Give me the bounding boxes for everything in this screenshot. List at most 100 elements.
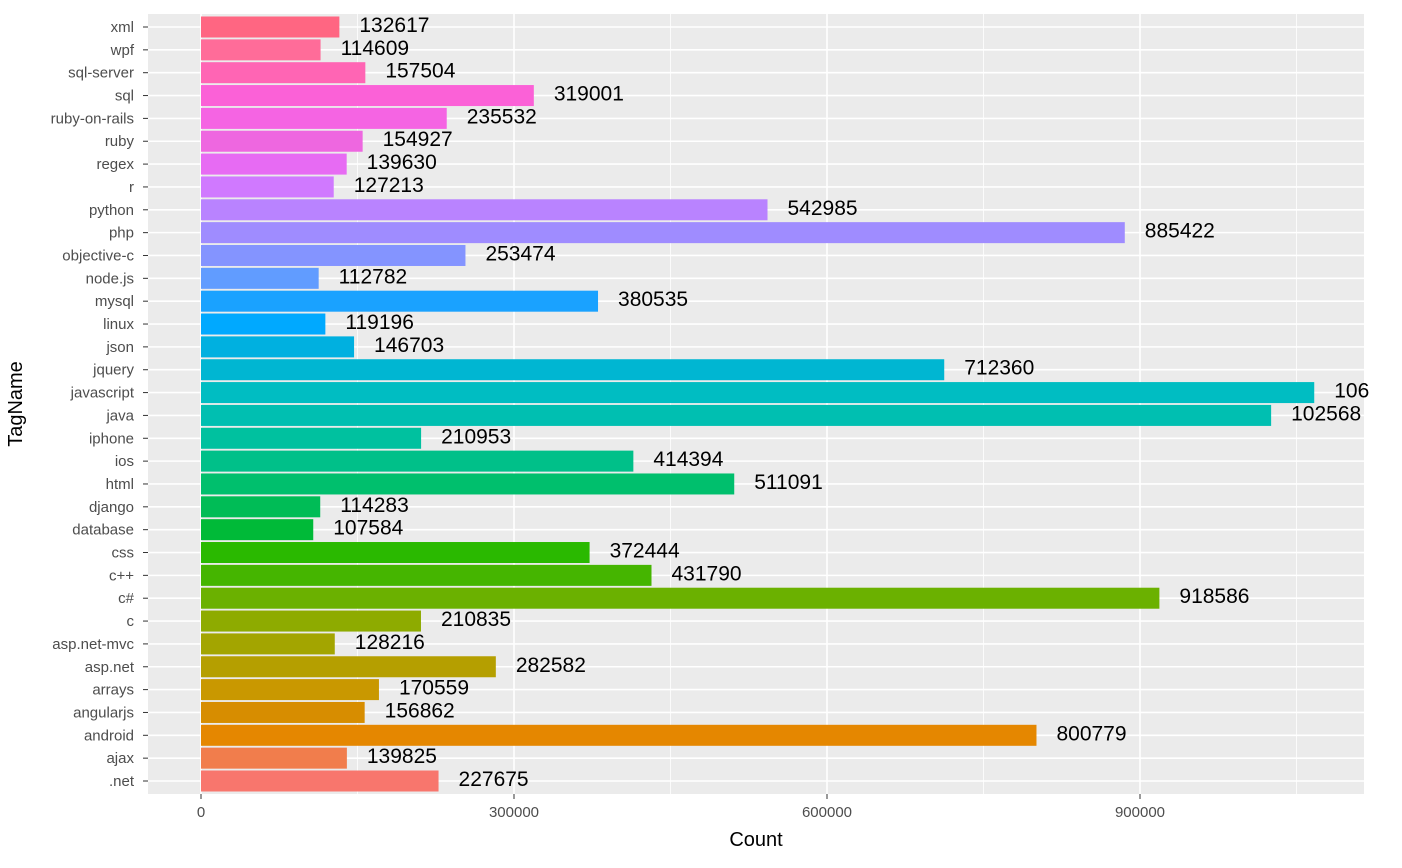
y-tick-label-json: json [105,339,134,356]
bar-mysql [201,290,599,312]
y-axis-ticks: .net ajax android angularjs arrays asp.net asp… [51,19,148,790]
bar-javascript [201,382,1315,404]
data-label-xml: 132617 [359,14,429,37]
bar-sql-server [201,62,366,84]
bar-django [201,496,321,518]
y-tick-label-sql: sql [115,88,134,105]
bar-ios [201,450,634,472]
bar-ruby-on-rails [201,107,447,129]
bar-xml [201,16,340,38]
y-tick-label-iphone: iphone [89,430,134,447]
data-label-android: 800779 [1056,722,1126,745]
data-label-arrays: 170559 [399,677,469,700]
y-tick-label-django: django [89,499,134,516]
y-tick-label-ajax: ajax [106,750,134,767]
y-tick-label-ruby: ruby [105,133,135,150]
data-label-asp.net: 282582 [516,654,586,677]
bar-iphone [201,427,422,449]
bar-c# [201,587,1160,609]
x-tick-label: 900000 [1115,804,1165,821]
data-label-regex: 139630 [367,151,437,174]
bar-json [201,336,355,358]
y-tick-label-ios: ios [115,453,134,470]
data-label-iphone: 210953 [441,425,511,448]
y-tick-label-python: python [89,202,134,219]
data-label-objective-c: 253474 [485,242,555,265]
data-label-ios: 414394 [653,448,723,471]
bar-html [201,473,735,495]
bar-node.js [201,267,319,289]
data-label-javascript: 106 [1334,380,1369,403]
data-label-r: 127213 [354,174,424,197]
data-label-database: 107584 [333,517,403,540]
data-label-python: 542985 [788,197,858,220]
y-axis-title: TagName [5,361,27,447]
x-axis-ticks: 0 300000 600000 900000 [197,794,1165,821]
y-tick-label-database: database [72,522,134,539]
bar-python [201,199,768,221]
data-label-sql-server: 157504 [385,60,455,83]
bar-java [201,404,1272,426]
bar-c++ [201,564,652,586]
y-tick-label-html: html [106,476,134,493]
data-label-jquery: 712360 [964,357,1034,380]
bar-regex [201,153,347,175]
data-label-html: 511091 [754,471,823,494]
y-tick-label-asp.net: asp.net [85,659,135,676]
bar-sql [201,85,534,107]
data-label-sql: 319001 [554,83,624,106]
bar-database [201,519,314,541]
y-tick-label-java: java [105,407,134,424]
y-tick-label-wpf: wpf [110,42,135,59]
y-tick-label-xml: xml [111,19,134,36]
data-label-ajax: 139825 [367,745,437,768]
y-tick-label-css: css [112,545,135,562]
data-label-json: 146703 [374,334,444,357]
y-tick-label-javascript: javascript [70,385,135,402]
data-label-.net: 227675 [459,768,529,791]
y-tick-label-node.js: node.js [86,270,134,287]
y-tick-label-mysql: mysql [95,293,134,310]
y-tick-label-r: r [129,179,134,196]
data-label-django: 114283 [340,494,409,517]
y-tick-label-sql-server: sql-server [68,65,134,82]
data-label-ruby-on-rails: 235532 [467,105,537,128]
bars [201,16,1315,792]
data-label-c++: 431790 [672,562,742,585]
bar-arrays [201,679,379,701]
bar-c [201,610,421,632]
x-tick-label: 600000 [802,804,852,821]
data-label-asp.net-mvc: 128216 [355,631,425,654]
bar-android [201,724,1037,746]
bar-asp.net-mvc [201,633,335,655]
data-label-mysql: 380535 [618,288,688,311]
x-tick-label: 0 [197,804,205,821]
data-label-linux: 119196 [345,311,414,334]
y-tick-label-php: php [109,225,134,242]
x-tick-label: 300000 [489,804,539,821]
y-tick-label-arrays: arrays [92,682,134,699]
data-label-c#: 918586 [1179,585,1249,608]
y-tick-label-regex: regex [96,156,134,173]
y-tick-label-angularjs: angularjs [73,704,134,721]
y-tick-label-linux: linux [103,316,134,333]
bar-ruby [201,130,363,152]
data-label-php: 885422 [1145,220,1215,243]
data-label-node.js: 112782 [339,265,408,288]
y-tick-label-android: android [84,727,134,744]
data-label-ruby: 154927 [383,128,453,151]
y-tick-label-c: c [127,613,135,630]
y-tick-label-ruby-on-rails: ruby-on-rails [51,110,134,127]
bar-angularjs [201,701,365,723]
y-tick-label-c#: c# [118,590,135,607]
bar-wpf [201,39,321,61]
x-axis-title: Count [729,829,783,851]
bar-php [201,222,1125,244]
data-label-java: 102568 [1291,402,1361,425]
bar-css [201,542,590,564]
bar-objective-c [201,244,466,266]
data-label-wpf: 114609 [341,37,410,60]
bar-asp.net [201,656,496,678]
